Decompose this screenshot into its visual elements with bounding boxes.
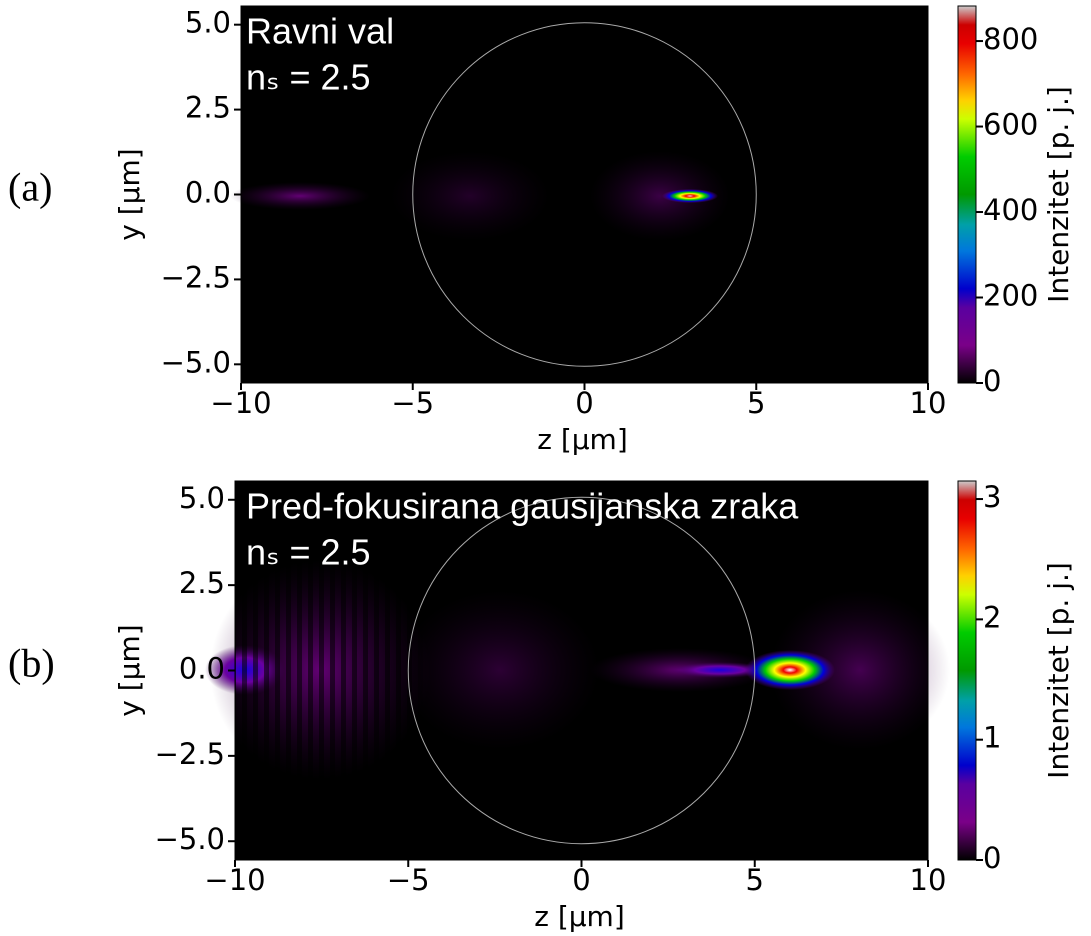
annotation: Ravni val: [246, 11, 394, 52]
y-tick-label: 2.5: [185, 91, 231, 125]
y-tick-label: −2.5: [161, 260, 231, 294]
colorbar: [957, 480, 977, 861]
annotation: Pred-fokusirana gausijanska zraka: [246, 486, 799, 527]
y-tick-label: 5.0: [179, 481, 225, 515]
colorbar-label: Intenzitet [p. j.]: [1042, 86, 1075, 303]
y-tick-label: −2.5: [155, 737, 225, 771]
colorbar-tick-label: 3: [983, 480, 1001, 514]
x-tick-label: 10: [910, 386, 947, 420]
y-axis-label: y [µm]: [113, 148, 146, 240]
x-axis-label: z [µm]: [534, 900, 625, 933]
y-tick-label: 5.0: [185, 6, 231, 40]
y-tick-label: −5.0: [161, 345, 231, 379]
y-tick-label: 0.0: [185, 176, 231, 210]
colorbar-tick-label: 200: [983, 279, 1038, 313]
sphere-outline: [412, 22, 757, 367]
y-tick-label: −5.0: [155, 822, 225, 856]
colorbar: [957, 5, 977, 384]
colorbar-tick-label: 0: [983, 364, 1001, 398]
x-tick-label: 0: [572, 863, 590, 897]
y-axis-label: y [µm]: [113, 624, 146, 716]
colorbar-label: Intenzitet [p. j.]: [1042, 562, 1075, 779]
colorbar-tick-label: 400: [983, 193, 1038, 227]
annotation: nₛ = 2.5: [246, 57, 371, 98]
x-tick-label: 10: [910, 863, 947, 897]
sphere-outline: [407, 496, 756, 845]
y-tick-label: 2.5: [179, 566, 225, 600]
annotation: nₛ = 2.5: [246, 532, 371, 573]
x-tick-label: 0: [575, 386, 593, 420]
x-tick-label: −5: [391, 386, 434, 420]
x-axis-label: z [µm]: [537, 423, 628, 456]
x-tick-label: −10: [204, 863, 265, 897]
colorbar-tick-label: 1: [983, 721, 1001, 755]
y-tick-label: 0.0: [179, 652, 225, 686]
x-tick-label: −5: [387, 863, 430, 897]
x-tick-label: 5: [746, 863, 764, 897]
colorbar-tick-label: 2: [983, 600, 1001, 634]
panel-label: (a): [8, 165, 52, 210]
colorbar-tick-label: 800: [983, 22, 1038, 56]
colorbar-tick-label: 600: [983, 108, 1038, 142]
x-tick-label: 5: [747, 386, 765, 420]
panel-label: (b): [8, 641, 55, 686]
x-tick-label: −10: [210, 386, 271, 420]
colorbar-tick-label: 0: [983, 841, 1001, 875]
